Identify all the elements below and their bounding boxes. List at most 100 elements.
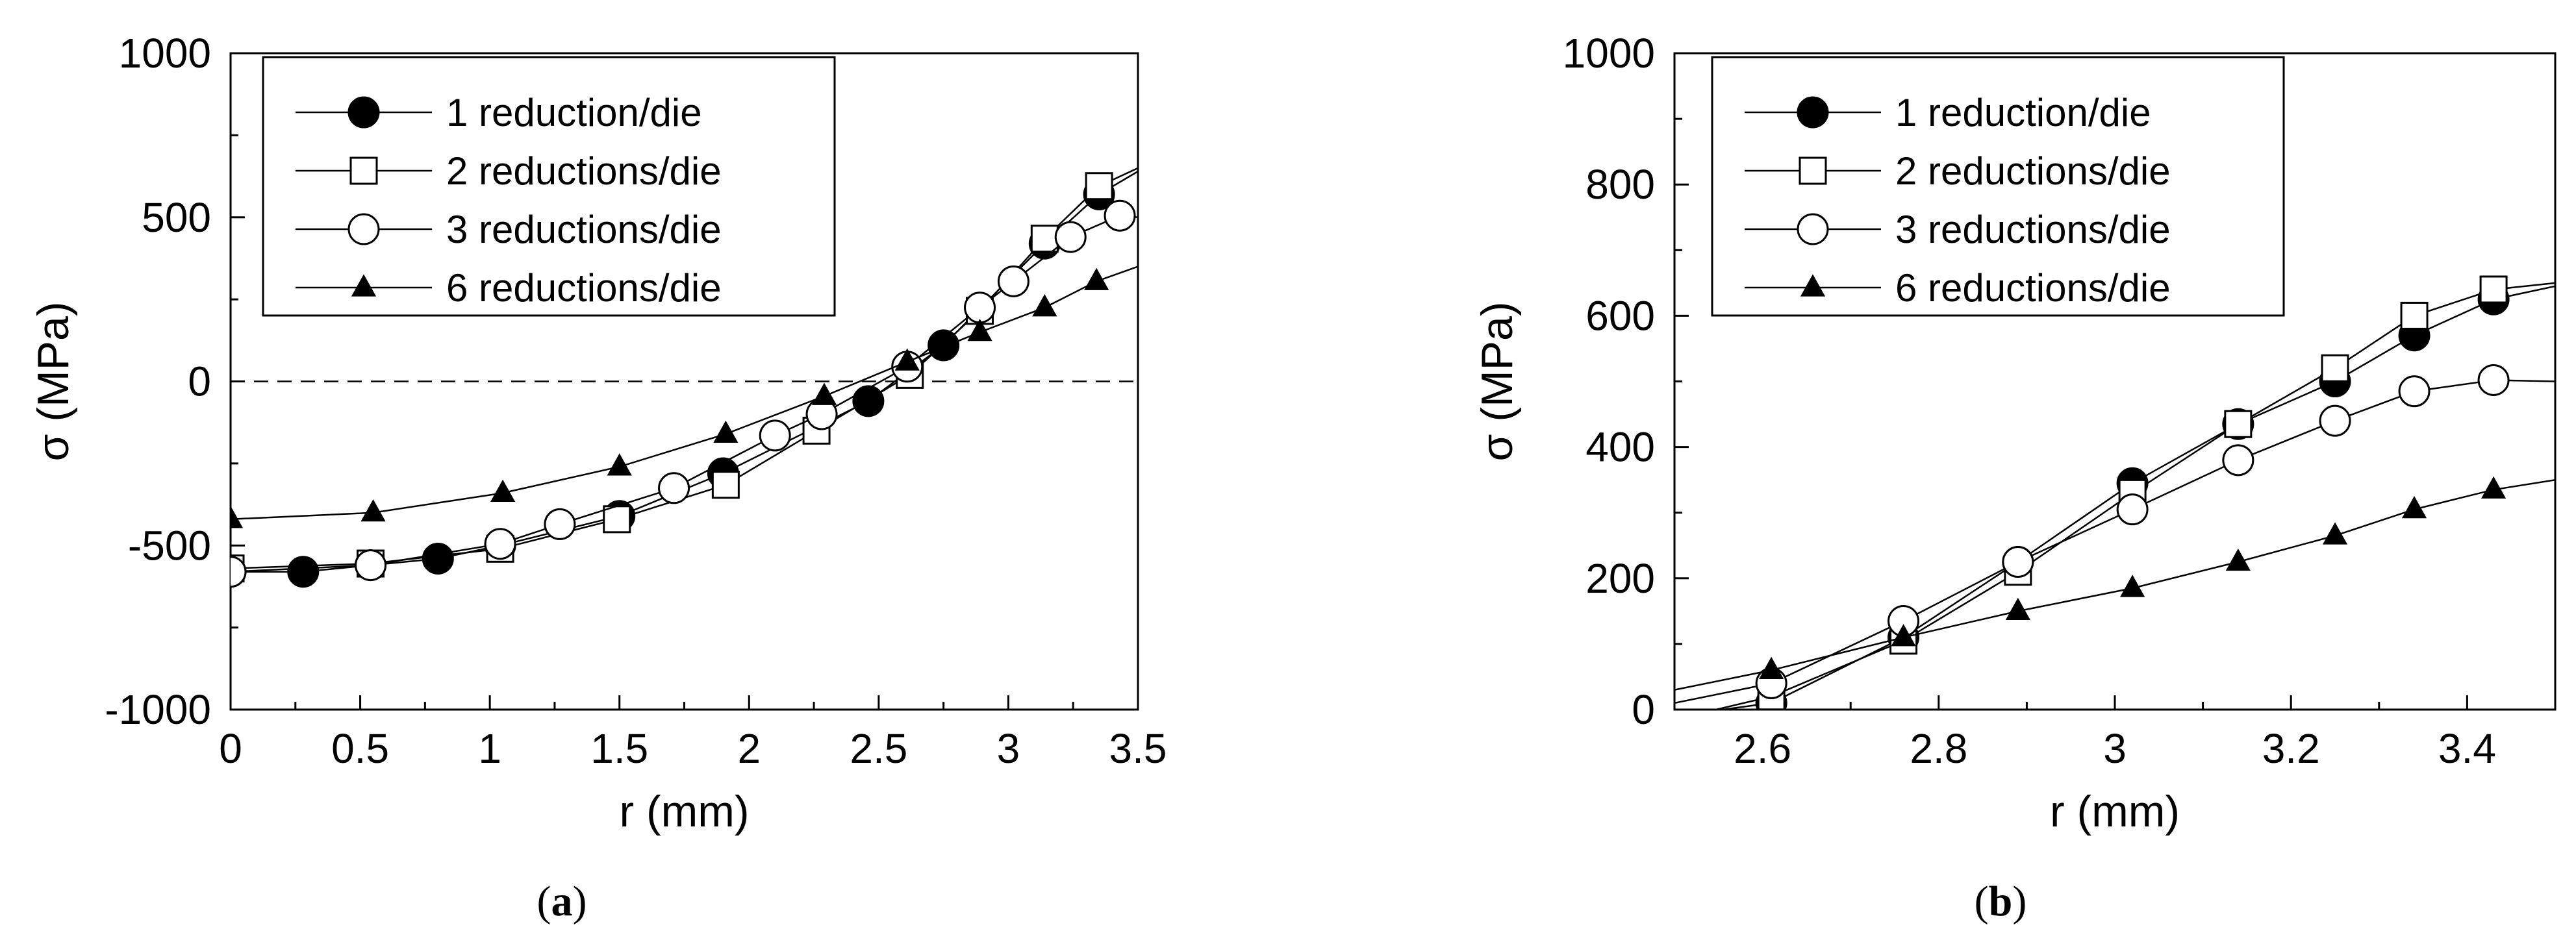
x-tick-label: 3 <box>997 725 1020 772</box>
legend-label: 2 reductions/die <box>1895 149 2171 193</box>
point-3-reductions-die <box>964 291 996 324</box>
series-line-1-reduction-die <box>1717 285 2555 710</box>
y-tick-label: 800 <box>1585 161 1655 208</box>
point-2-reductions-die <box>711 471 740 499</box>
y-tick-label: 600 <box>1585 292 1655 339</box>
legend-label: 3 reductions/die <box>446 208 722 251</box>
legend-label: 6 reductions/die <box>446 266 722 310</box>
legend-marker <box>351 274 377 297</box>
point-2-reductions-die <box>2321 354 2349 382</box>
point-6-reductions-die <box>2225 548 2251 571</box>
y-tick-label: -500 <box>128 522 211 569</box>
point-6-reductions-die <box>811 382 837 405</box>
point-3-reductions-die <box>1104 199 1136 232</box>
point-6-reductions-die <box>1032 294 1057 317</box>
point-6-reductions-die <box>1759 656 1784 679</box>
legend-label: 2 reductions/die <box>446 149 722 193</box>
point-3-reductions-die <box>997 265 1029 297</box>
point-3-reductions-die <box>2222 444 2254 477</box>
series-line-2-reductions-die <box>1712 282 2555 710</box>
point-6-reductions-die <box>2322 522 2348 545</box>
chart-panel-a: 0 0.5 1 1.5 2 2.5 3 3.5 -1000 -500 0 500 1000 r (mm) σ… <box>29 30 1167 836</box>
point-2-reductions-die <box>1085 172 1113 201</box>
point-2-reductions-die <box>2224 410 2253 438</box>
point-3-reductions-die <box>658 472 690 504</box>
point-6-reductions-die <box>894 348 920 371</box>
point-6-reductions-die <box>2005 597 2030 620</box>
y-tick-label: 400 <box>1585 424 1655 471</box>
legend-marker <box>349 156 378 185</box>
x-tick-label: 0.5 <box>331 725 389 772</box>
point-6-reductions-die <box>490 479 516 502</box>
legend-marker <box>347 96 380 129</box>
point-3-reductions-die <box>484 528 516 560</box>
series-layer <box>1674 275 2555 710</box>
x-tick-label: 3.4 <box>2438 725 2496 772</box>
point-3-reductions-die <box>2398 375 2431 408</box>
y-tick-label: 0 <box>188 358 211 405</box>
point-3-reductions-die <box>1054 221 1087 253</box>
legend-marker <box>347 213 380 245</box>
x-tick-label: 3.5 <box>1109 725 1167 772</box>
point-3-reductions-die <box>759 419 791 452</box>
x-axis-label: r (mm) <box>2050 787 2180 836</box>
legend-marker <box>1797 213 1829 245</box>
point-2-reductions-die <box>2479 275 2508 304</box>
point-3-reductions-die <box>2319 404 2351 437</box>
x-tick-label: 0 <box>219 725 242 772</box>
point-6-reductions-die <box>1891 624 1916 647</box>
x-tick-label: 1 <box>478 725 501 772</box>
chart-panel-b: 2.6 2.8 3 3.2 3.4 0 200 400 600 800 1000 r (mm) σ (M… <box>1472 30 2557 836</box>
x-tick-label: 2.8 <box>1910 725 1967 772</box>
legend-label: 3 reductions/die <box>1895 208 2171 251</box>
y-tick-label: 1000 <box>1563 30 1655 77</box>
series-line-6-reductions-die <box>1674 478 2555 691</box>
point-2-reductions-die <box>603 505 631 534</box>
legend-marker <box>1797 96 1829 129</box>
x-axis-label: r (mm) <box>619 787 749 836</box>
x-tick-label: 2.5 <box>850 725 907 772</box>
point-2-reductions-die <box>2400 301 2429 330</box>
legend-marker <box>1800 274 1826 297</box>
y-tick-label: -1000 <box>105 686 211 733</box>
point-6-reductions-die <box>1084 267 1109 290</box>
point-1-reduction-die <box>422 542 454 575</box>
x-tick-label: 2.6 <box>1734 725 1791 772</box>
x-tick-label: 1.5 <box>590 725 648 772</box>
point-3-reductions-die <box>2002 546 2034 578</box>
caption-a: (a) <box>537 878 587 925</box>
legend-label: 6 reductions/die <box>1895 266 2171 310</box>
point-3-reductions-die <box>2116 493 2149 526</box>
point-3-reductions-die <box>544 508 576 540</box>
caption-b: (b) <box>1975 878 2027 925</box>
y-axis-label: σ (MPa) <box>29 302 78 462</box>
point-3-reductions-die <box>355 549 387 582</box>
point-2-reductions-die <box>1030 225 1059 253</box>
point-6-reductions-die <box>607 453 632 476</box>
series-layer <box>231 167 1138 588</box>
point-6-reductions-die <box>2481 476 2507 499</box>
legend-marker <box>1799 156 1827 185</box>
legend-label: 1 reduction/die <box>446 91 702 134</box>
y-tick-label: 200 <box>1585 555 1655 602</box>
point-6-reductions-die <box>2401 495 2427 519</box>
y-tick-label: 500 <box>142 194 211 241</box>
point-6-reductions-die <box>231 506 244 528</box>
point-6-reductions-die <box>360 499 386 522</box>
legend-label: 1 reduction/die <box>1895 91 2151 134</box>
y-tick-label: 1000 <box>119 30 211 77</box>
point-1-reduction-die <box>852 385 885 417</box>
point-3-reductions-die <box>2477 364 2510 396</box>
point-3-reductions-die <box>231 556 247 588</box>
x-tick-label: 3.2 <box>2262 725 2320 772</box>
point-6-reductions-die <box>713 420 739 443</box>
point-1-reduction-die <box>287 556 320 588</box>
x-tick-label: 2 <box>737 725 761 772</box>
y-axis-label: σ (MPa) <box>1472 302 1522 462</box>
point-6-reductions-die <box>967 319 992 341</box>
x-tick-label: 3 <box>2103 725 2127 772</box>
y-tick-label: 0 <box>1632 686 1655 733</box>
point-6-reductions-die <box>2120 575 2145 597</box>
